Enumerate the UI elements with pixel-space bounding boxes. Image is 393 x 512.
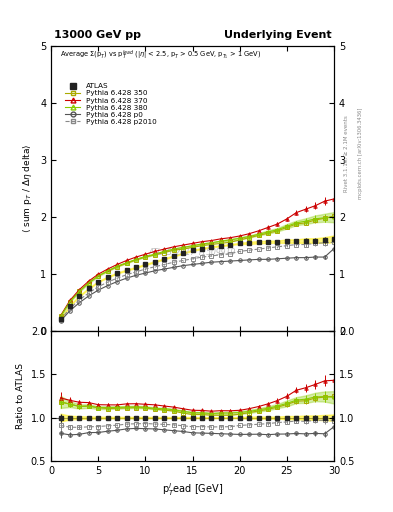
Y-axis label: Ratio to ATLAS: Ratio to ATLAS	[16, 363, 25, 429]
Text: ATLAS_2017_I1509919: ATLAS_2017_I1509919	[149, 247, 236, 256]
X-axis label: p$_T^{l}$ead [GeV]: p$_T^{l}$ead [GeV]	[162, 481, 223, 498]
Text: mcplots.cern.ch [arXiv:1306.3436]: mcplots.cern.ch [arXiv:1306.3436]	[358, 108, 363, 199]
Text: Rivet 3.1.10, ≥ 2.1M events: Rivet 3.1.10, ≥ 2.1M events	[344, 115, 349, 192]
Text: Underlying Event: Underlying Event	[224, 30, 331, 40]
Text: 13000 GeV pp: 13000 GeV pp	[54, 30, 141, 40]
Text: Average $\Sigma$(p$_T$) vs p$_T^{lead}$ (|$\eta$| < 2.5, p$_T$ > 0.5 GeV, p$_{T_: Average $\Sigma$(p$_T$) vs p$_T^{lead}$ …	[60, 49, 261, 62]
Y-axis label: $\langle$ sum p$_T$ / $\Delta\eta$ delta$\rangle$: $\langle$ sum p$_T$ / $\Delta\eta$ delta…	[22, 144, 35, 233]
Legend: ATLAS, Pythia 6.428 350, Pythia 6.428 370, Pythia 6.428 380, Pythia 6.428 p0, Py: ATLAS, Pythia 6.428 350, Pythia 6.428 37…	[63, 81, 158, 127]
